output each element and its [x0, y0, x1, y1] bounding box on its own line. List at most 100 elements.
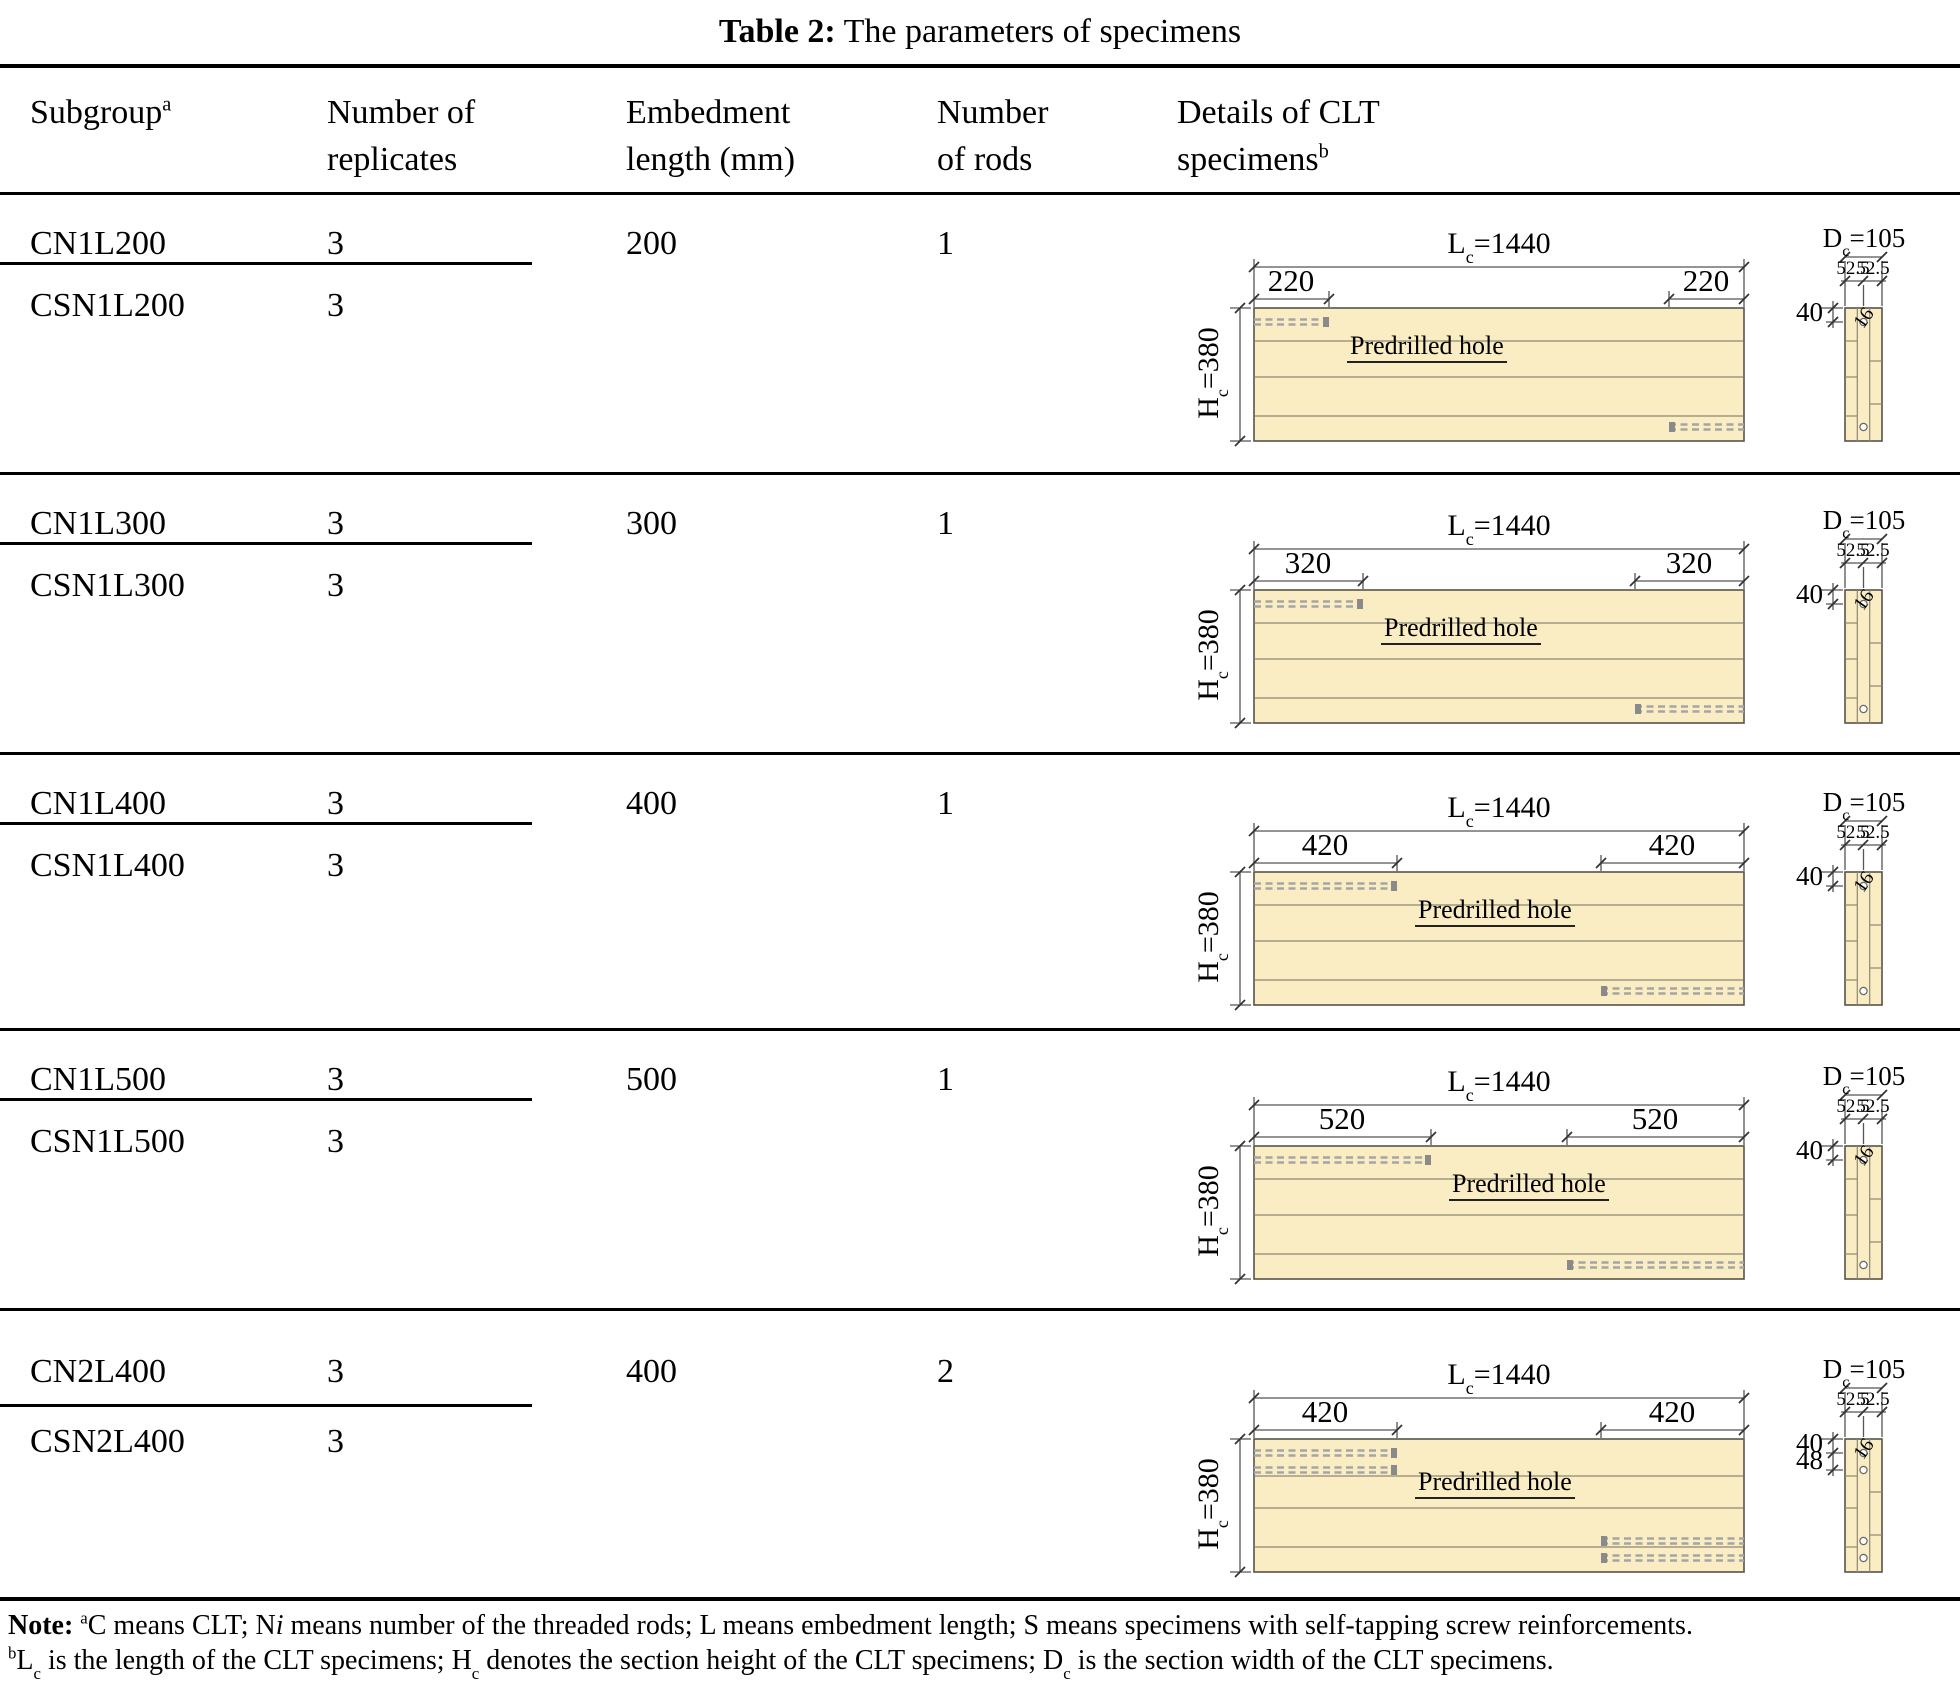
height-dim-label: Hc=380 [1192, 609, 1233, 701]
rod-hole [1859, 1465, 1868, 1475]
height-dim-label: Hc=380 [1192, 327, 1233, 419]
col-header-replicates: replicates [327, 141, 458, 178]
subgroup-name: CN1L400 [30, 785, 166, 822]
num-rods-value: 1 [937, 785, 954, 822]
replicates-value: 3 [327, 287, 344, 324]
threaded-rod-top [1254, 317, 1329, 327]
threaded-rod-top [1254, 599, 1363, 609]
diagram-canvas [1230, 1382, 1888, 1578]
width-dim-label: Dc=105 [1822, 1354, 1906, 1392]
right-offset-dim-label: 420 [1648, 827, 1696, 862]
group-divider [0, 752, 1960, 755]
right-offset-dim-label: 320 [1665, 545, 1713, 580]
half-width-dim-label: 52.5 [1856, 822, 1890, 843]
embedment-length-value: 200 [626, 225, 677, 262]
width-dim-label: Dc=105 [1822, 787, 1906, 825]
diagram-canvas [1230, 251, 1888, 447]
col-header-rods: Number [937, 94, 1049, 131]
subgroup-name: CSN1L300 [30, 567, 185, 604]
diagram-canvas [1230, 1089, 1888, 1285]
left-offset-dim-label: 420 [1301, 827, 1349, 862]
embedment-length-value: 400 [626, 1353, 677, 1390]
rod-hole [1859, 599, 1868, 609]
left-offset-dim-label: 420 [1301, 1394, 1349, 1429]
right-offset-dim-label: 420 [1648, 1394, 1696, 1429]
half-width-dim-label: 52.5 [1836, 1096, 1870, 1117]
col-header-replicates: Number of [327, 94, 476, 131]
clt-beam [1253, 589, 1745, 724]
threaded-rod-top [1254, 881, 1397, 891]
subgroup-name: CN2L400 [30, 1353, 166, 1390]
dimension-ticks [1234, 251, 1888, 447]
clt-section [1844, 589, 1883, 724]
rod-hole [1859, 704, 1868, 714]
edge-distance-dim-label: 40 [1796, 297, 1823, 327]
rod-spacing-dim-label: 48 [1796, 1445, 1823, 1475]
half-width-dim-label: 52.5 [1836, 258, 1870, 279]
predrilled-hole-label: Predrilled hole [1415, 897, 1575, 927]
cross-section [1844, 1438, 1883, 1573]
clt-layer-lines [1255, 340, 1743, 417]
subgroup-divider [0, 1404, 532, 1407]
left-offset-dim-label: 220 [1267, 263, 1315, 298]
table-bottom-rule [0, 1597, 1960, 1601]
table-title: Table 2: The parameters of specimens [718, 13, 1242, 50]
subgroup-name: CN1L300 [30, 505, 166, 542]
predrilled-hole-label: Predrilled hole [1449, 1171, 1609, 1201]
width-dim-label: Dc=105 [1822, 1061, 1906, 1099]
clt-section [1844, 1438, 1883, 1573]
length-dim-label: Lc=1440 [1447, 227, 1551, 268]
col-header-embedment: length (mm) [626, 141, 796, 178]
right-offset-dim-label: 520 [1631, 1101, 1679, 1136]
clt-specimen-diagram: Lc=1440 420 420 Hc=380 Dc=105 52.5 52.5 … [1180, 787, 1960, 1022]
header-rule [0, 192, 1960, 195]
clt-layer-lines [1255, 622, 1743, 699]
threaded-rod-bottom [1601, 986, 1744, 996]
predrilled-hole-label: Predrilled hole [1347, 333, 1507, 363]
cross-section [1844, 1145, 1883, 1280]
group-divider [0, 1308, 1960, 1311]
dimension-ticks [1234, 1089, 1888, 1285]
clt-section [1844, 871, 1883, 1006]
edge-distance-dim-label: 40 [1796, 861, 1823, 891]
embedment-length-value: 500 [626, 1061, 677, 1098]
replicates-value: 3 [327, 785, 344, 822]
half-width-dim-label: 52.5 [1856, 1389, 1890, 1410]
rod-hole [1859, 1448, 1868, 1458]
subgroup-name: CSN1L200 [30, 287, 185, 324]
clt-section [1844, 307, 1883, 442]
subgroup-divider [0, 542, 532, 545]
half-width-dim-label: 52.5 [1856, 540, 1890, 561]
predrilled-hole-label: Predrilled hole [1415, 1469, 1575, 1499]
threaded-rod-bottom [1601, 1536, 1744, 1563]
right-offset-dim-label: 220 [1682, 263, 1730, 298]
group-divider [0, 472, 1960, 475]
rod-hole [1859, 1553, 1868, 1563]
half-width-dim-label: 52.5 [1836, 540, 1870, 561]
clt-beam [1253, 871, 1745, 1006]
table-top-rule [0, 64, 1960, 68]
width-dim-label: Dc=105 [1822, 505, 1906, 543]
table-note-line-2: bLc is the length of the CLT specimens; … [8, 1643, 1554, 1681]
threaded-rod-bottom [1567, 1260, 1744, 1270]
length-dim-label: Lc=1440 [1447, 1065, 1551, 1106]
diagram-canvas [1230, 533, 1888, 729]
left-offset-dim-label: 520 [1318, 1101, 1366, 1136]
rod-hole [1859, 317, 1868, 327]
num-rods-value: 1 [937, 1061, 954, 1098]
rod-hole [1859, 422, 1868, 432]
col-header-rods: of rods [937, 141, 1033, 178]
clt-specimen-diagram: Lc=1440 420 420 Hc=380 Dc=105 52.5 52.5 … [1180, 1354, 1960, 1589]
replicates-value: 3 [327, 225, 344, 262]
dimension-ticks [1234, 1382, 1888, 1578]
height-dim-label: Hc=380 [1192, 1458, 1233, 1550]
rod-hole [1859, 1155, 1868, 1165]
clt-layer-lines [1255, 1178, 1743, 1255]
subgroup-divider [0, 822, 532, 825]
threaded-rod-bottom [1635, 704, 1744, 714]
embedment-length-value: 400 [626, 785, 677, 822]
length-dim-label: Lc=1440 [1447, 1358, 1551, 1399]
diagram-canvas [1230, 815, 1888, 1011]
height-dim-label: Hc=380 [1192, 891, 1233, 983]
replicates-value: 3 [327, 847, 344, 884]
